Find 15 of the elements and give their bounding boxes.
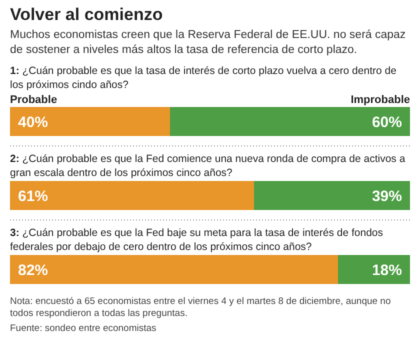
chart-subtitle: Muchos economistas creen que la Reserva Federal de EE.UU. no será capaz de sostener a niveles más altos la tasa de referencia de corto plazo. xyxy=(10,29,406,56)
y-tick-label: 1: ¿Cuán probable es que la tasa de interés de corto plazo vuelva a cero dentro de los próximos cindo años? xyxy=(10,65,397,91)
data-label: 39% xyxy=(372,188,402,205)
data-label: 61% xyxy=(18,188,48,205)
data-label: 18% xyxy=(372,262,402,279)
y-tick-label: 3: ¿Cuán probable es que la Fed baje su meta para la tasa de interés de fondos federales por debajo de cero dentro de los próximos cinco años? xyxy=(10,227,383,253)
y-tick-label: 2: ¿Cuán probable es que la Fed comience una nueva ronda de compra de activos a gran escala dentro de los próximos cinco años? xyxy=(10,153,406,179)
data-label: 40% xyxy=(18,114,48,131)
source-note: Fuente: sondeo entre economistas xyxy=(10,323,157,334)
series-label: Probable xyxy=(10,94,58,106)
data-label: 60% xyxy=(372,114,402,131)
chart-title: Volver al comienzo xyxy=(10,5,163,24)
text: Nota: encuestó a 65 economistas entre el viernes 4 y el martes 8 de diciembre, aunque no todos respondieron a todas las preguntas. xyxy=(10,296,391,319)
series-label: Improbable xyxy=(350,94,410,106)
data-label: 82% xyxy=(18,262,48,279)
